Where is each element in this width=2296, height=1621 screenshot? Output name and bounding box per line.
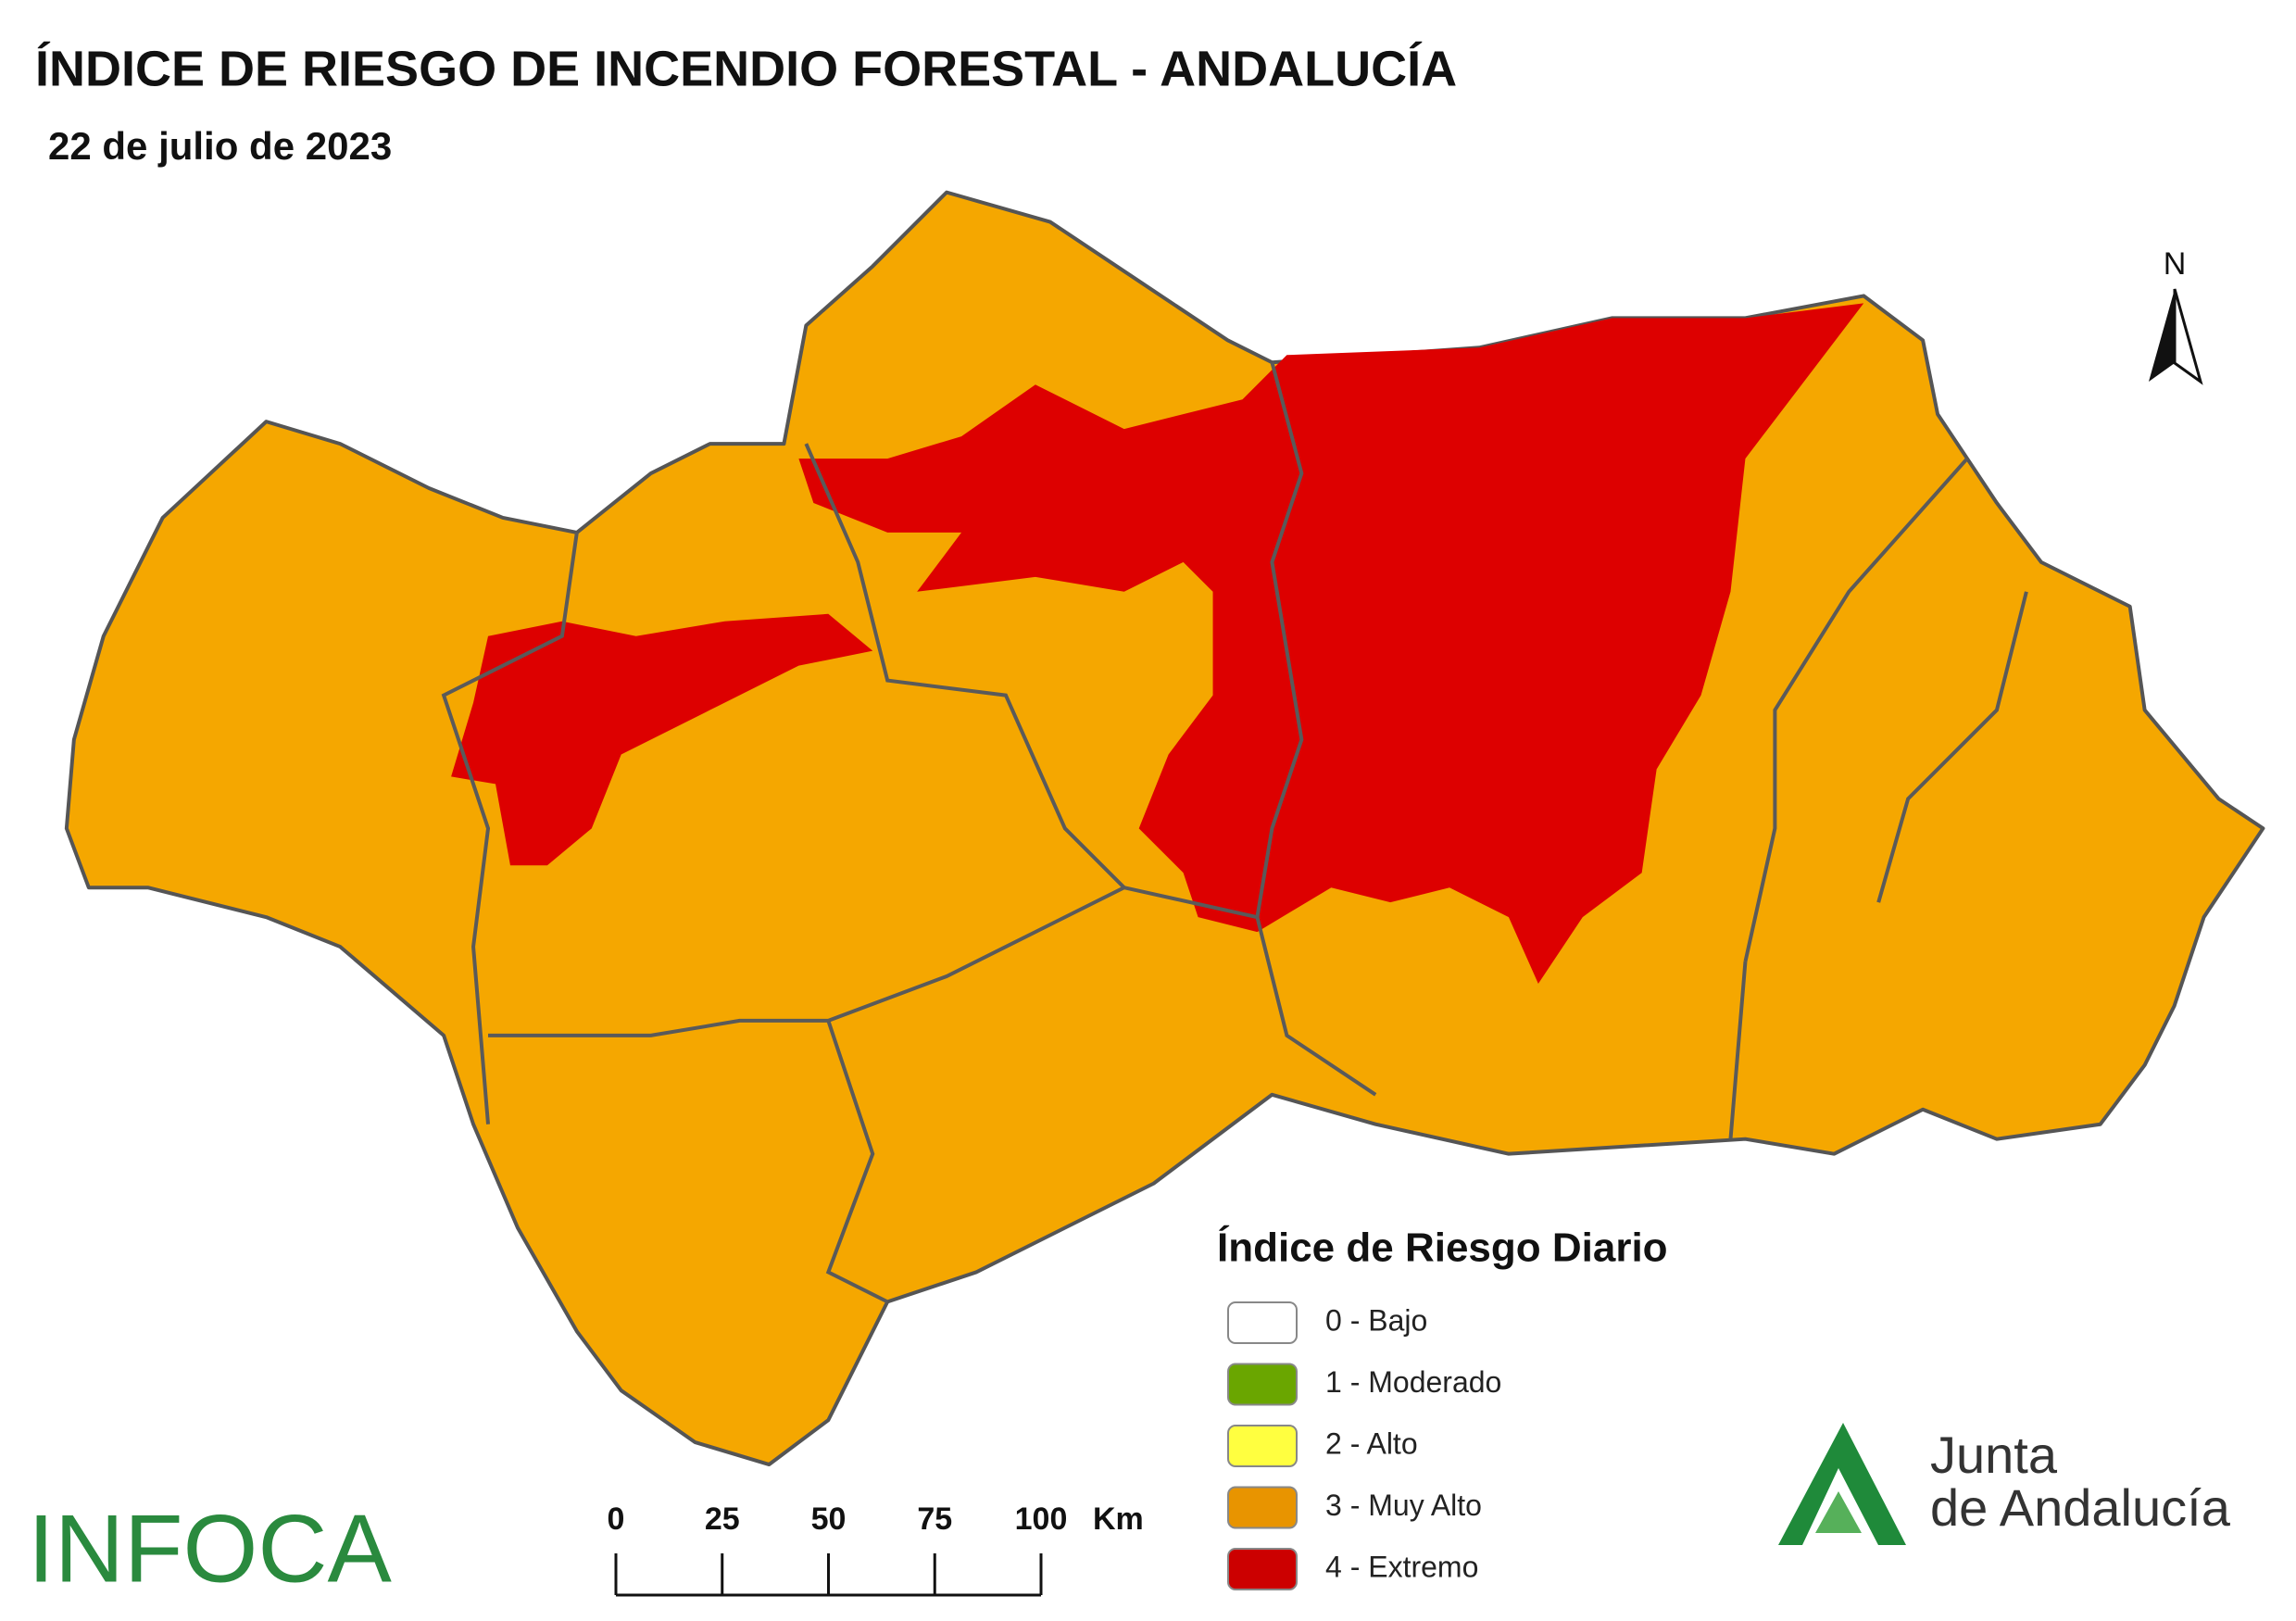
legend-swatch	[1227, 1425, 1298, 1467]
legend-label: 1 - Moderado	[1325, 1365, 1501, 1399]
legend-swatch	[1227, 1363, 1298, 1406]
legend-swatch	[1227, 1548, 1298, 1590]
legend: 0 - Bajo 1 - Moderado 2 - Alto 3 - Muy Alto…	[1227, 1301, 1501, 1590]
north-arrow	[2173, 288, 2203, 385]
subtitle: 22 de julio de 2023	[48, 124, 392, 168]
infoca-logo: INFOCA	[28, 1495, 393, 1602]
scale-label: 25	[705, 1502, 740, 1537]
scale-label: 100	[1015, 1502, 1068, 1537]
junta-logo-mark	[1778, 1423, 1906, 1545]
province-borders	[441, 361, 2028, 1304]
north-label: N	[2164, 246, 2187, 282]
border	[1255, 361, 1304, 918]
extreme-zone-west	[451, 613, 873, 866]
junta-logo-mark	[1815, 1491, 1862, 1533]
border	[1876, 591, 2028, 903]
map	[64, 190, 2265, 1553]
legend-label: 0 - Bajo	[1325, 1303, 1427, 1337]
scale-unit: Km	[1093, 1502, 1144, 1537]
scale-label: 75	[917, 1502, 952, 1537]
border	[441, 532, 579, 1125]
legend-label: 4 - Extremo	[1325, 1550, 1478, 1583]
legend-swatch	[1227, 1486, 1298, 1529]
border	[1743, 457, 1969, 962]
legend-label: 3 - Muy Alto	[1325, 1489, 1482, 1522]
junta-text: de Andalucía	[1930, 1478, 2231, 1537]
north-arrow	[2149, 289, 2175, 382]
legend-swatch	[1227, 1301, 1298, 1344]
junta-text: Junta	[1930, 1426, 2058, 1484]
extreme-zone-east	[798, 303, 1864, 985]
scale-label: 0	[608, 1502, 625, 1537]
border	[488, 886, 1377, 1097]
border	[1728, 961, 1748, 1139]
title: ÍNDICE DE RIESGO DE INCENDIO FORESTAL - …	[35, 41, 1457, 96]
legend-title: Índice de Riesgo Diario	[1217, 1225, 1668, 1271]
scale-label: 50	[811, 1502, 847, 1537]
border	[804, 443, 1126, 889]
border	[825, 1020, 889, 1304]
legend-label: 2 - Alto	[1325, 1426, 1418, 1460]
scale-bar: 0 25 50 75 100 Km	[608, 1502, 1144, 1597]
